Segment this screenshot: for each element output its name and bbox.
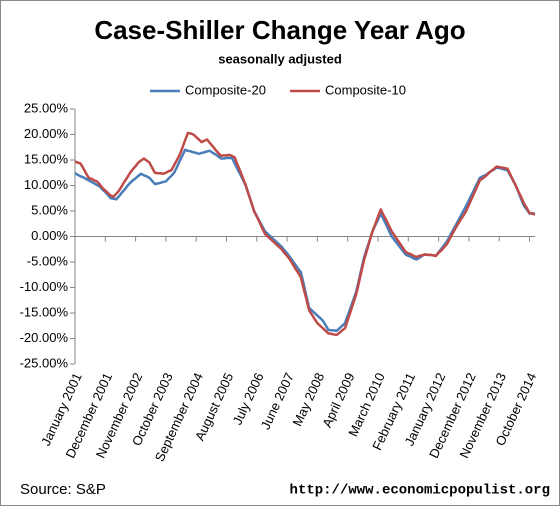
y-tick-label: 5.00% bbox=[31, 202, 68, 217]
y-tick-label: -10.00% bbox=[20, 279, 69, 294]
legend-label: Composite-10 bbox=[325, 82, 406, 97]
y-tick-label: -25.00% bbox=[20, 355, 69, 370]
legend-label: Composite-20 bbox=[185, 82, 266, 97]
y-tick-label: 20.00% bbox=[24, 126, 69, 141]
y-tick-label: 10.00% bbox=[24, 177, 69, 192]
y-tick-label: 25.00% bbox=[24, 100, 69, 115]
data-line bbox=[74, 131, 536, 337]
site-url: http://www.economicpopulist.org bbox=[290, 483, 550, 499]
chart-subtitle: seasonally adjusted bbox=[218, 51, 342, 66]
chart-title: Case-Shiller Change Year Ago bbox=[94, 15, 465, 45]
y-tick-label: 15.00% bbox=[24, 151, 69, 166]
y-tick-label: -5.00% bbox=[27, 253, 69, 268]
source-note: Source: S&P bbox=[20, 481, 106, 498]
y-tick-label: -15.00% bbox=[20, 304, 69, 319]
y-tick-label: -20.00% bbox=[20, 330, 69, 345]
y-tick-label: 0.00% bbox=[31, 228, 68, 243]
